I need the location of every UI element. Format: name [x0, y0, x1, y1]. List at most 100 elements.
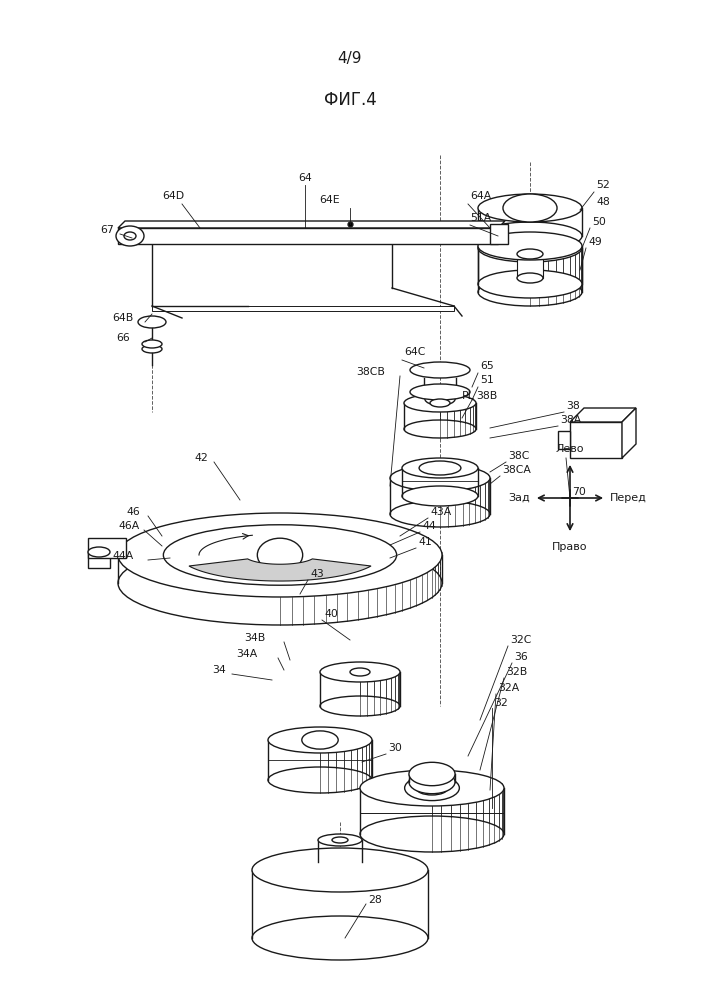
Text: 46A: 46A [118, 521, 139, 531]
Ellipse shape [124, 232, 136, 240]
Ellipse shape [402, 486, 478, 506]
Text: Право: Право [552, 542, 587, 552]
Ellipse shape [118, 513, 442, 597]
Text: 64B: 64B [112, 313, 133, 323]
Text: 50: 50 [592, 217, 606, 227]
Text: 28: 28 [368, 895, 382, 905]
Ellipse shape [409, 762, 455, 785]
Ellipse shape [409, 770, 455, 793]
Text: 44A: 44A [112, 551, 133, 561]
Ellipse shape [404, 420, 476, 438]
Ellipse shape [425, 393, 455, 406]
Polygon shape [189, 558, 371, 581]
Text: 36: 36 [514, 652, 528, 662]
Ellipse shape [517, 249, 543, 259]
Ellipse shape [302, 731, 338, 749]
Text: 38CA: 38CA [502, 465, 531, 475]
Ellipse shape [419, 461, 461, 475]
Text: 42: 42 [194, 453, 207, 463]
Ellipse shape [416, 781, 448, 795]
Ellipse shape [517, 273, 543, 283]
Ellipse shape [478, 234, 582, 262]
Text: 70: 70 [572, 487, 586, 497]
Ellipse shape [116, 226, 144, 246]
Bar [517, 254, 543, 278]
Ellipse shape [138, 316, 166, 328]
Ellipse shape [320, 662, 400, 682]
Ellipse shape [88, 547, 110, 557]
Text: 52: 52 [596, 180, 610, 190]
Text: 34A: 34A [236, 649, 257, 659]
Ellipse shape [410, 384, 470, 400]
Ellipse shape [268, 767, 372, 793]
Ellipse shape [142, 340, 162, 348]
Text: 34: 34 [212, 665, 226, 675]
Text: 51: 51 [480, 375, 494, 385]
Text: 43: 43 [310, 569, 324, 579]
Ellipse shape [252, 916, 428, 960]
Text: ФИГ.4: ФИГ.4 [324, 91, 376, 109]
Text: PL: PL [462, 391, 475, 401]
Ellipse shape [332, 837, 348, 843]
Text: 44: 44 [422, 521, 436, 531]
Ellipse shape [503, 194, 557, 222]
Text: 38A: 38A [560, 415, 581, 425]
Text: 51A: 51A [470, 213, 491, 223]
Text: 40: 40 [324, 609, 338, 619]
Text: 64E: 64E [320, 195, 340, 205]
Ellipse shape [402, 458, 478, 478]
Text: Перед: Перед [610, 493, 647, 503]
Ellipse shape [360, 816, 504, 852]
Ellipse shape [478, 232, 582, 260]
Text: 41: 41 [418, 537, 432, 547]
Ellipse shape [360, 770, 504, 806]
Polygon shape [118, 221, 505, 228]
Ellipse shape [318, 856, 362, 868]
Bar [570, 422, 622, 458]
Text: 67: 67 [100, 225, 114, 235]
Text: 64: 64 [298, 173, 312, 183]
Ellipse shape [318, 834, 362, 846]
Text: 32A: 32A [498, 683, 519, 693]
Text: 64D: 64D [162, 191, 184, 201]
Ellipse shape [478, 278, 582, 306]
Text: 49: 49 [588, 237, 601, 247]
Ellipse shape [268, 727, 372, 753]
Text: 64A: 64A [470, 191, 491, 201]
Polygon shape [570, 408, 636, 422]
Text: 4/9: 4/9 [338, 51, 362, 66]
Ellipse shape [410, 362, 470, 378]
Polygon shape [118, 228, 498, 244]
Ellipse shape [404, 775, 459, 800]
Text: 38CB: 38CB [356, 367, 385, 377]
Bar [490, 224, 508, 244]
Ellipse shape [320, 696, 400, 716]
Ellipse shape [478, 194, 582, 222]
Ellipse shape [142, 345, 162, 353]
Bar [558, 431, 570, 449]
Ellipse shape [118, 541, 442, 625]
Bar [152, 306, 454, 311]
Text: 38B: 38B [476, 391, 497, 401]
Text: 38C: 38C [508, 451, 529, 461]
Ellipse shape [163, 524, 397, 585]
Ellipse shape [350, 668, 370, 676]
Text: 66: 66 [116, 333, 130, 343]
Text: Зад: Зад [508, 493, 530, 503]
Ellipse shape [404, 394, 476, 412]
Text: Лево: Лево [556, 444, 584, 454]
Ellipse shape [390, 501, 490, 527]
Text: 30: 30 [388, 743, 402, 753]
Ellipse shape [252, 848, 428, 892]
Text: 43A: 43A [430, 507, 451, 517]
Ellipse shape [478, 270, 582, 298]
Text: 48: 48 [596, 197, 610, 207]
Ellipse shape [390, 465, 490, 491]
Polygon shape [622, 408, 636, 458]
Bar [88, 538, 126, 558]
Ellipse shape [478, 222, 582, 250]
Text: 32C: 32C [510, 635, 531, 645]
Text: 64C: 64C [404, 347, 426, 357]
Text: 32B: 32B [506, 667, 527, 677]
Text: 34B: 34B [244, 633, 265, 643]
